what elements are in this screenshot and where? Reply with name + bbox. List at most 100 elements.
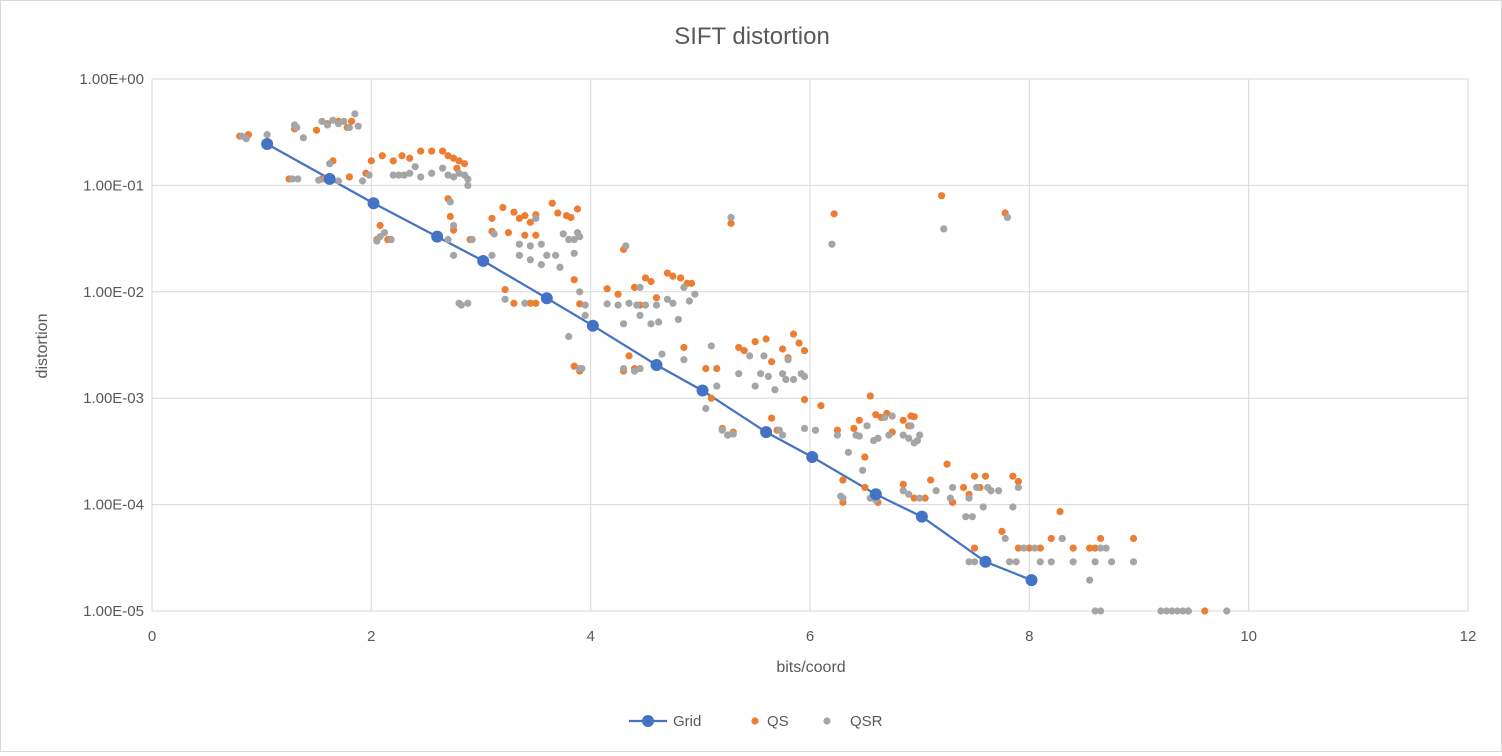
qsr-point — [501, 295, 509, 303]
qs-point — [567, 213, 575, 222]
qsr-point — [1020, 544, 1028, 552]
qsr-point — [760, 352, 768, 360]
qsr-point — [828, 240, 836, 248]
qsr-point — [455, 169, 463, 177]
gridlines — [151, 78, 1469, 612]
qsr-point — [859, 466, 867, 474]
qs-point — [1025, 544, 1033, 552]
legend-qs-label: QS — [767, 713, 789, 730]
qs-point — [345, 173, 353, 181]
qs-point — [1056, 507, 1064, 516]
qsr-point — [315, 176, 323, 184]
x-tick-label: 8 — [1025, 628, 1033, 645]
qsr-point — [663, 295, 672, 303]
qsr-point — [965, 558, 973, 566]
qs-point — [727, 219, 735, 227]
series-qsr-points — [238, 110, 1231, 615]
qsr-point — [428, 169, 436, 177]
grid-point — [431, 230, 444, 243]
qsr-point — [1184, 607, 1192, 615]
qsr-point — [727, 213, 735, 222]
qsr-point — [844, 448, 852, 456]
qs-point — [921, 494, 929, 502]
qs-point — [981, 472, 990, 480]
qsr-point — [576, 288, 584, 296]
qsr-point — [625, 299, 633, 307]
qs-point — [504, 229, 513, 237]
qsr-point — [345, 123, 353, 132]
y-tick-label: 1.00E-01 — [83, 177, 144, 194]
qsr-point — [880, 413, 889, 422]
qs-point — [460, 160, 469, 168]
grid-point — [650, 359, 663, 372]
qs-point — [389, 157, 397, 165]
qsr-point — [351, 110, 359, 118]
qsr-point — [778, 370, 787, 378]
qs-point — [526, 299, 534, 307]
qsr-point — [778, 431, 787, 439]
qs-point — [1086, 544, 1094, 552]
qsr-point — [729, 430, 737, 438]
qsr-point — [888, 412, 896, 420]
qs-point — [1009, 472, 1017, 480]
qs-point — [850, 424, 858, 433]
qsr-point — [680, 283, 688, 291]
qsr-point — [1047, 558, 1055, 566]
qs-point — [576, 300, 584, 308]
qs-point — [449, 154, 458, 162]
qs-point — [970, 544, 979, 552]
qs-point — [1069, 544, 1077, 552]
qsr-point — [526, 242, 534, 250]
qs-point — [1047, 534, 1055, 543]
qs-point — [570, 276, 578, 284]
qsr-point — [1003, 213, 1012, 222]
qsr-point — [288, 175, 296, 183]
qsr-point — [1058, 534, 1066, 543]
qs-point — [570, 362, 578, 370]
qs-point — [510, 208, 518, 216]
qsr-point — [365, 171, 373, 179]
qsr-point — [263, 131, 271, 139]
qsr-point — [464, 299, 472, 307]
qs-point — [680, 343, 688, 352]
qsr-point — [707, 342, 715, 350]
qs-point — [830, 210, 838, 218]
grid-point — [979, 555, 992, 568]
qsr-point — [326, 160, 334, 168]
qsr-point — [636, 364, 644, 373]
qsr-point — [581, 301, 589, 309]
grid-point — [869, 488, 882, 501]
qsr-point — [874, 434, 882, 442]
qsr-point — [641, 301, 650, 309]
qsr-point — [995, 487, 1003, 495]
qsr-point — [603, 300, 611, 308]
qsr-point — [570, 235, 578, 244]
qs-point — [398, 152, 406, 160]
qsr-point — [406, 169, 414, 177]
qsr-point — [515, 251, 523, 259]
qsr-point — [713, 382, 721, 390]
y-tick-label: 1.00E-02 — [83, 284, 144, 301]
qsr-point — [633, 301, 641, 309]
qs-point — [376, 221, 384, 230]
x-tick-labels: 0 2 4 6 8 10 12 — [148, 628, 1477, 645]
x-tick-label: 6 — [806, 628, 814, 645]
qsr-point — [559, 230, 567, 238]
qsr-point — [578, 364, 586, 373]
qs-point — [855, 416, 863, 424]
qs-point — [866, 392, 874, 400]
legend-qs-marker — [751, 717, 759, 725]
qs-point — [676, 274, 685, 282]
qsr-point — [916, 431, 924, 439]
qs-point — [499, 203, 507, 212]
qs-point — [687, 279, 696, 287]
qsr-point — [784, 356, 792, 364]
qsr-point — [948, 483, 957, 492]
grid-point — [367, 197, 380, 210]
qs-point — [614, 290, 622, 298]
qs-point — [839, 476, 847, 484]
qs-point — [938, 192, 946, 200]
qsr-point — [691, 290, 699, 298]
qsr-point — [521, 299, 529, 307]
qsr-point — [446, 198, 454, 206]
